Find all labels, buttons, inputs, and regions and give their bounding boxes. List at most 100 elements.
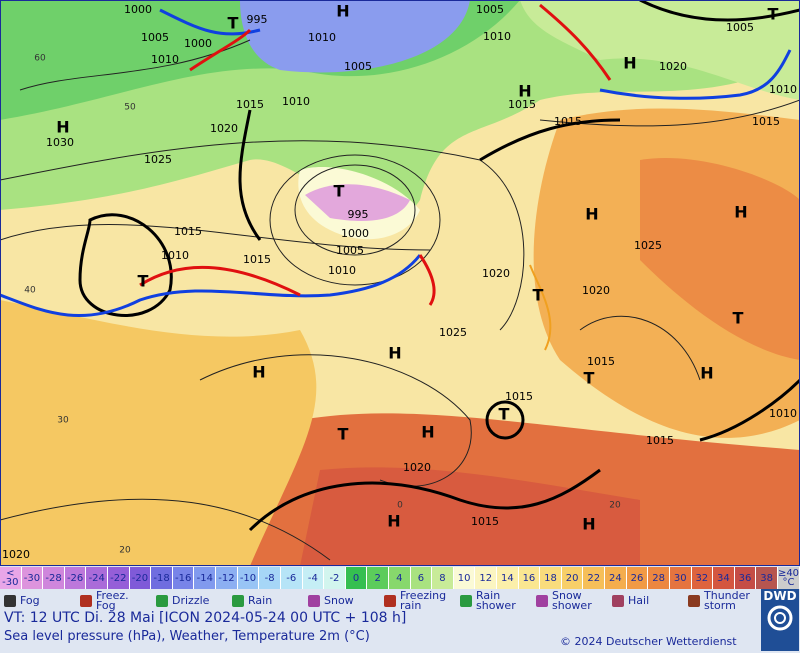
legend-item: Rain shower	[456, 589, 532, 612]
isobar-label: 1030	[46, 136, 74, 149]
isobar-label: 995	[247, 13, 268, 26]
scale-cell: -12	[216, 567, 238, 589]
isobar-label: 1010	[328, 264, 356, 277]
isobar-label: 1005	[726, 21, 754, 34]
isobar-label: 1015	[471, 515, 499, 528]
pressure-center: T	[338, 425, 349, 444]
isobar-label: 1020	[482, 267, 510, 280]
scale-cell: 4	[388, 567, 411, 589]
latitude-label: 20	[119, 546, 131, 556]
isobar-label: 1015	[587, 355, 615, 368]
description: Sea level pressure (hPa), Weather, Tempe…	[4, 629, 370, 644]
pressure-center: H	[336, 2, 349, 21]
pressure-center: H	[582, 515, 595, 534]
scale-cell: -10	[237, 567, 260, 589]
scale-cell: -30	[21, 567, 44, 589]
isobar-label: 1020	[403, 461, 431, 474]
temperature-scale: < -30 -30 -28 -26 -24 -22 -20 -18 -16 -14 -12 -10 -8…	[0, 567, 800, 589]
isobar-label: 1000	[341, 227, 369, 240]
scale-cell: -24	[86, 567, 109, 589]
legend-label: Snow	[324, 593, 354, 607]
isobar-label: 1020	[659, 60, 687, 73]
pressure-center: H	[585, 205, 598, 224]
isobar-label: 1000	[184, 37, 212, 50]
legend-label: Rain shower	[476, 588, 516, 612]
legend-icon	[536, 594, 548, 607]
legend-label: Hail	[628, 593, 650, 607]
isobar-label: 1025	[144, 153, 172, 166]
legend-icon	[612, 594, 624, 607]
legend-label: Drizzle	[172, 593, 210, 607]
scale-cell: 34	[713, 567, 735, 589]
pressure-center: T	[584, 369, 595, 388]
scale-cell: 32	[691, 567, 714, 589]
legend-label: Freezing rain	[400, 588, 447, 612]
pressure-center: H	[421, 423, 434, 442]
legend-label: Freez. Fog	[96, 588, 129, 612]
pressure-center: T	[768, 5, 779, 24]
legend-label: Rain	[248, 593, 273, 607]
scale-cell: -20	[129, 567, 152, 589]
scale-cell: 24	[605, 567, 627, 589]
logo-text: DWD	[763, 589, 797, 603]
isobar-label: 1010	[282, 95, 310, 108]
legend-label: Thunder storm	[704, 588, 750, 612]
isobar-label: 1010	[483, 30, 511, 43]
scale-cell: -6	[280, 567, 303, 589]
legend-icon	[80, 594, 92, 607]
scale-cell: -22	[108, 567, 130, 589]
pressure-center: H	[388, 344, 401, 363]
pressure-center: H	[734, 203, 747, 222]
isobar-label: 1010	[308, 31, 336, 44]
legend-icon	[688, 594, 700, 607]
isobar-label: 995	[348, 208, 369, 221]
latitude-label: 60	[34, 54, 46, 64]
latitude-label: 40	[24, 286, 36, 296]
legend-item: Fog	[0, 589, 76, 612]
logo: DWD	[761, 589, 799, 651]
isobar-label: 1010	[151, 53, 179, 66]
isobar-label: 1005	[344, 60, 372, 73]
pressure-center: T	[334, 182, 345, 201]
pressure-center: H	[56, 118, 69, 137]
isobar-label: 1015	[508, 98, 536, 111]
isobar-label: 1015	[243, 253, 271, 266]
pressure-center: H	[518, 82, 531, 101]
isobar-label: 1010	[161, 249, 189, 262]
isobar-label: 1020	[210, 122, 238, 135]
legend-item: Snow	[304, 589, 380, 612]
legend-icon	[384, 594, 396, 607]
scale-cell: 28	[648, 567, 670, 589]
isobar-label: 1015	[174, 225, 202, 238]
latitude-label: 0	[397, 501, 403, 511]
pressure-center: H	[387, 512, 400, 531]
isobar-label: 1015	[236, 98, 264, 111]
isobar-label: 1025	[634, 239, 662, 252]
pressure-center: H	[252, 363, 265, 382]
isobar-label: 1025	[439, 326, 467, 339]
scale-cell: 8	[432, 567, 454, 589]
scale-cell: 10	[453, 567, 476, 589]
copyright: © 2024 Deutscher Wetterdienst	[560, 635, 737, 648]
isobar-label: 1015	[752, 115, 780, 128]
scale-cell: 26	[626, 567, 649, 589]
isobar-label: 1015	[554, 115, 582, 128]
scale-cell: 0	[345, 567, 368, 589]
scale-cell: -28	[43, 567, 65, 589]
scale-cell: 14	[497, 567, 519, 589]
legend-label: Fog	[20, 593, 40, 607]
weather-legend: Fog Freez. Fog Drizzle Rain Snow Freezing rai…	[0, 589, 760, 612]
legend-item: Freez. Fog	[76, 589, 152, 612]
isobar-label: 1010	[769, 407, 797, 420]
legend-icon	[156, 594, 168, 607]
scale-cell: 18	[540, 567, 562, 589]
scale-cell: 22	[583, 567, 606, 589]
isobar-label: 1005	[336, 244, 364, 257]
legend-icon	[460, 594, 472, 607]
scale-cell: < -30	[0, 567, 22, 589]
legend-icon	[4, 594, 16, 607]
scale-cell: -26	[64, 567, 87, 589]
scale-cell: 12	[475, 567, 498, 589]
pressure-center: T	[138, 272, 149, 291]
